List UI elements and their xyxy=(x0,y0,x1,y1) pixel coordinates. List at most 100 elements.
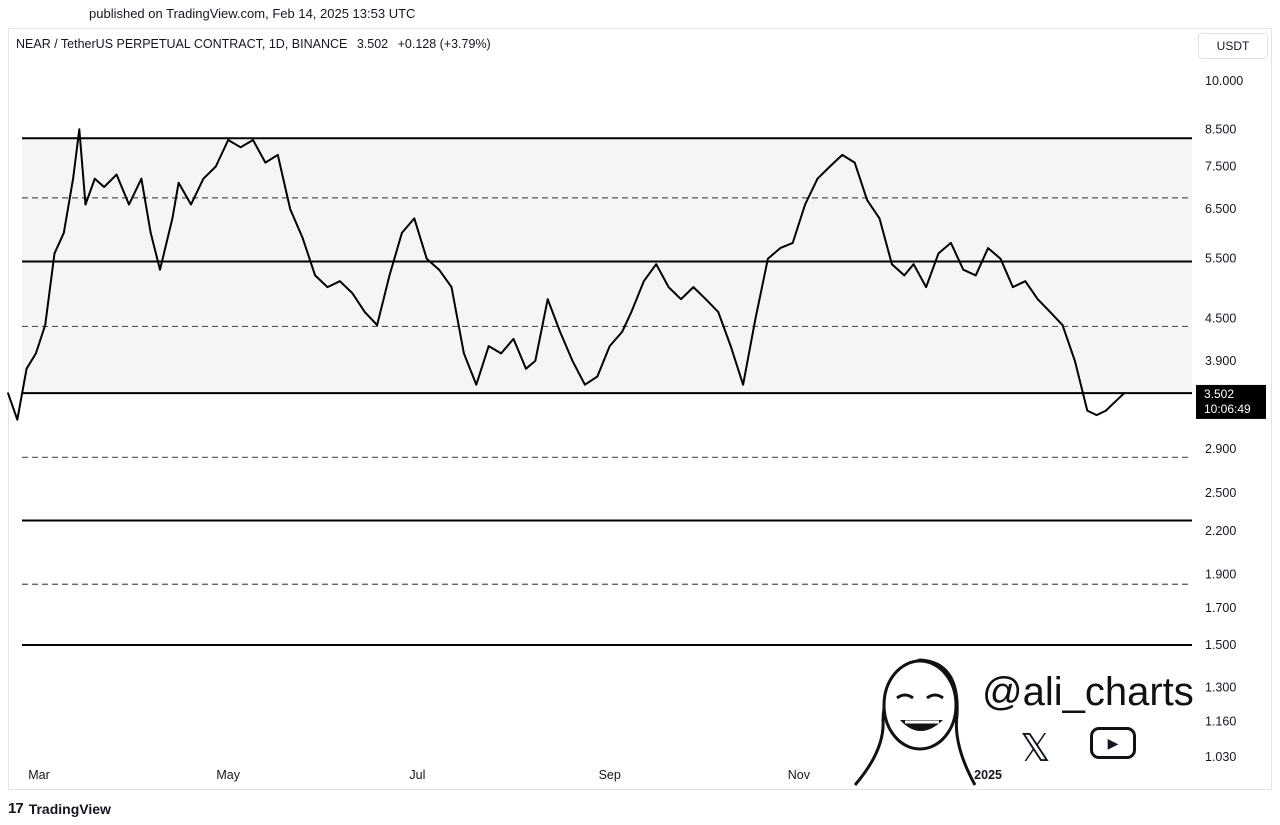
x-tick-label: 2025 xyxy=(974,768,1002,782)
price-point xyxy=(779,247,782,249)
price-point xyxy=(729,345,732,347)
y-tick-label: 10.000 xyxy=(1205,74,1243,88)
price-point xyxy=(314,274,316,277)
price-point xyxy=(767,257,769,260)
y-tick-label: 3.900 xyxy=(1205,354,1236,368)
price-point xyxy=(190,203,192,206)
price-point xyxy=(339,280,341,282)
price-point xyxy=(128,203,130,206)
y-tick-label: 1.900 xyxy=(1205,568,1236,582)
price-change: +0.128 (+3.79%) xyxy=(397,37,491,51)
price-point xyxy=(277,154,279,156)
price-point xyxy=(7,392,9,394)
price-point xyxy=(621,331,623,333)
horizontal-levels xyxy=(22,137,1192,646)
price-point xyxy=(78,128,81,131)
price-point xyxy=(177,182,180,184)
price-point xyxy=(987,247,989,249)
symbol-label[interactable]: NEAR / TetherUS PERPETUAL CONTRACT, 1D, … xyxy=(16,37,348,51)
price-point xyxy=(1049,311,1051,313)
price-point xyxy=(680,298,682,301)
cartoon-face-avatar xyxy=(853,658,977,786)
price-point xyxy=(559,331,561,333)
price-point xyxy=(791,242,794,244)
price-point xyxy=(25,367,28,370)
y-tick-label: 5.500 xyxy=(1205,252,1236,266)
price-point xyxy=(500,352,502,355)
price-point xyxy=(717,311,720,313)
price-point xyxy=(742,383,744,386)
price-point xyxy=(950,242,952,244)
price-point xyxy=(525,367,527,370)
price-point xyxy=(72,177,74,180)
price-point xyxy=(351,292,354,294)
x-tick-label: Sep xyxy=(599,768,621,782)
price-point xyxy=(289,208,292,210)
price-point xyxy=(1095,414,1098,416)
price-point xyxy=(84,203,87,206)
price-point xyxy=(643,280,645,282)
y-tick-label: 7.500 xyxy=(1205,160,1236,174)
price-point xyxy=(754,317,757,320)
price-point xyxy=(376,324,378,326)
price-point xyxy=(655,263,658,265)
price-point xyxy=(103,186,105,188)
x-tick-label: May xyxy=(216,768,240,782)
y-tick-label: 4.500 xyxy=(1205,311,1236,325)
y-axis: 10.000 8.500 7.500 6.500 5.500 4.500 3.900 2.90… xyxy=(1205,74,1243,764)
price-point xyxy=(1114,400,1117,403)
currency-button[interactable]: USDT xyxy=(1198,33,1268,59)
price-point xyxy=(140,177,143,180)
price-point xyxy=(264,161,267,164)
price-point xyxy=(413,217,416,220)
price-point xyxy=(202,177,205,180)
x-axis: Mar May Jul Sep Nov 2025 xyxy=(28,768,1002,782)
price-point xyxy=(450,286,453,288)
y-tick-label: 1.030 xyxy=(1205,750,1236,764)
price-point xyxy=(463,352,465,355)
price-point xyxy=(608,345,611,347)
price-point xyxy=(630,311,633,313)
chart-frame xyxy=(8,28,1272,790)
price-point xyxy=(171,217,174,220)
y-tick-label: 1.700 xyxy=(1205,601,1236,615)
y-tick-label: 2.200 xyxy=(1205,524,1236,538)
price-point xyxy=(804,203,806,206)
price-point xyxy=(1105,409,1107,412)
current-price-value: 3.502 xyxy=(1204,387,1234,401)
price-point xyxy=(816,177,819,180)
price-point xyxy=(534,360,537,362)
price-point xyxy=(438,268,440,271)
x-logo-icon: 𝕏 xyxy=(1020,728,1051,770)
price-point xyxy=(546,298,549,301)
price-point xyxy=(841,154,844,156)
y-tick-label: 8.500 xyxy=(1205,122,1236,136)
x-tick-label: Jul xyxy=(409,768,425,782)
price-point xyxy=(667,286,670,288)
price-point xyxy=(215,165,217,168)
price-point xyxy=(35,352,37,355)
price-point xyxy=(937,252,940,255)
published-note: published on TradingView.com, Feb 14, 20… xyxy=(89,6,416,21)
price-point xyxy=(999,257,1002,260)
price-point xyxy=(94,177,96,180)
y-tick-label: 1.500 xyxy=(1205,638,1236,652)
price-series xyxy=(7,128,1126,421)
author-handle: @ali_charts xyxy=(982,670,1194,714)
tradingview-brand: TradingView xyxy=(28,800,111,817)
y-tick-label: 2.500 xyxy=(1205,486,1236,500)
price-point xyxy=(692,286,695,288)
price-point xyxy=(115,173,118,176)
price-point xyxy=(829,165,831,168)
price-point xyxy=(705,298,707,301)
price-point xyxy=(1074,360,1076,362)
price-point xyxy=(1036,298,1039,301)
tradingview-footer[interactable]: 17 TradingView xyxy=(8,800,111,817)
price-point xyxy=(149,232,152,234)
price-point xyxy=(53,252,56,255)
x-tick-label: Nov xyxy=(788,768,811,782)
last-price: 3.502 xyxy=(356,37,389,51)
price-point xyxy=(596,375,599,378)
price-point xyxy=(475,383,478,386)
